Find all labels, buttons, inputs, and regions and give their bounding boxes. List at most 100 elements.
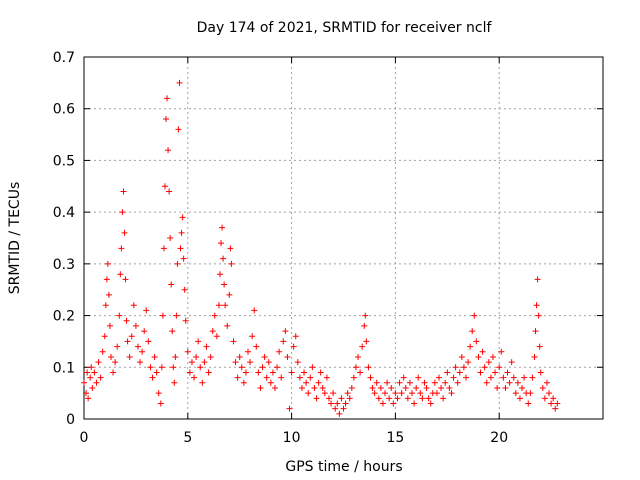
data-point (292, 333, 299, 340)
x-tick-label: 0 (80, 430, 89, 446)
data-point (253, 343, 260, 350)
data-point (186, 369, 193, 376)
data-point (114, 343, 121, 350)
data-point (440, 395, 447, 402)
data-point (102, 302, 109, 309)
data-point (423, 384, 430, 391)
data-point (303, 379, 310, 386)
data-point (427, 400, 434, 407)
data-point (481, 364, 488, 371)
data-point (473, 338, 480, 345)
data-point (173, 312, 180, 319)
data-point (348, 384, 355, 391)
data-point (130, 302, 137, 309)
data-point (369, 384, 376, 391)
data-point (271, 384, 278, 391)
data-point (379, 400, 386, 407)
data-point (494, 384, 501, 391)
data-point (489, 353, 496, 360)
data-point (350, 374, 357, 381)
data-point (396, 379, 403, 386)
data-point (170, 364, 177, 371)
data-point (134, 343, 141, 350)
data-point (315, 379, 322, 386)
data-point (508, 359, 515, 366)
data-point (89, 384, 96, 391)
data-point (554, 400, 561, 407)
data-point (83, 390, 90, 397)
axis-ticks: 0 0.1 0.2 0.3 0.4 0.5 0.6 0.7 0 5 10 15 20 (53, 50, 603, 446)
data-point (282, 328, 289, 335)
data-point (362, 312, 369, 319)
data-point (373, 379, 380, 386)
data-point (207, 353, 214, 360)
data-point (222, 302, 229, 309)
data-point (431, 379, 438, 386)
data-point (234, 374, 241, 381)
data-point (203, 343, 210, 350)
data-point (342, 400, 349, 407)
data-points (81, 79, 561, 417)
data-point (527, 390, 534, 397)
x-tick-label: 5 (183, 430, 192, 446)
data-point (298, 384, 305, 391)
data-point (116, 312, 123, 319)
data-point (168, 281, 175, 288)
data-point (462, 374, 469, 381)
y-tick-label: 0.5 (53, 153, 75, 169)
data-point (218, 240, 225, 247)
data-point (388, 384, 395, 391)
data-point (375, 395, 382, 402)
data-point (175, 126, 182, 133)
data-point (259, 364, 266, 371)
data-point (255, 369, 262, 376)
data-point (160, 245, 167, 252)
data-point (124, 338, 131, 345)
y-tick-label: 0.3 (53, 257, 75, 273)
data-point (85, 395, 92, 402)
data-point (149, 374, 156, 381)
data-point (546, 390, 553, 397)
data-point (251, 307, 258, 314)
data-point (184, 348, 191, 355)
data-point (267, 379, 274, 386)
data-point (112, 359, 119, 366)
data-point (487, 374, 494, 381)
data-point (336, 410, 343, 417)
data-point (500, 374, 507, 381)
data-point (483, 379, 490, 386)
data-point (514, 379, 521, 386)
data-point (197, 364, 204, 371)
data-point (525, 400, 532, 407)
data-point (119, 209, 126, 216)
data-point (101, 333, 108, 340)
y-tick-label: 0.2 (53, 309, 75, 325)
data-point (446, 384, 453, 391)
data-point (174, 260, 181, 267)
x-axis-label: GPS time / hours (285, 459, 402, 475)
data-point (492, 369, 499, 376)
data-point (539, 384, 546, 391)
data-point (537, 369, 544, 376)
data-point (448, 390, 455, 397)
data-point (417, 390, 424, 397)
data-point (88, 364, 95, 371)
data-point (319, 384, 326, 391)
data-point (145, 338, 152, 345)
data-point (141, 328, 148, 335)
data-point (163, 116, 170, 123)
data-point (164, 95, 171, 102)
data-point (179, 214, 186, 221)
data-point (543, 379, 550, 386)
data-point (467, 343, 474, 350)
data-point (532, 328, 539, 335)
data-point (265, 359, 272, 366)
data-point (377, 384, 384, 391)
data-point (386, 395, 393, 402)
data-point (110, 369, 117, 376)
y-tick-label: 0.7 (53, 50, 75, 66)
data-point (226, 291, 233, 298)
data-point (171, 379, 178, 386)
data-point (433, 390, 440, 397)
data-point (216, 271, 223, 278)
